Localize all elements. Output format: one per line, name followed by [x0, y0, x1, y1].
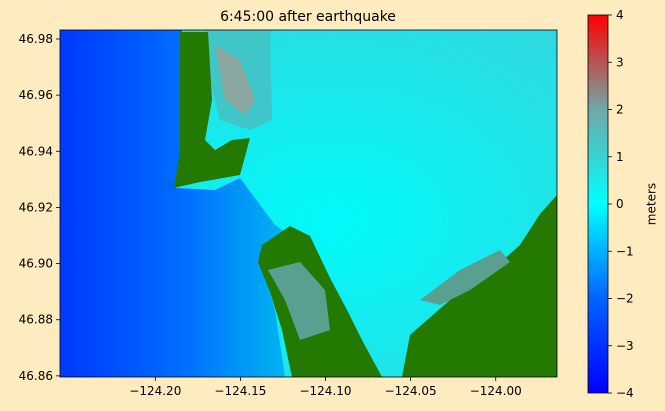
x-tick-label: −124.15 [214, 384, 266, 398]
colorbar-tick-label: −4 [616, 386, 634, 400]
tidal-flat [215, 45, 255, 115]
y-tick-label: 46.88 [19, 313, 53, 327]
y-tick-label: 46.90 [19, 257, 53, 271]
colorbar-label: meters [645, 183, 659, 225]
colorbar-tick-label: 3 [616, 55, 624, 69]
southeast-marsh [420, 250, 510, 305]
colorbar-tick-label: −1 [616, 244, 634, 258]
y-tick-label: 46.94 [19, 144, 53, 158]
ocean-water [60, 30, 290, 377]
colorbar-tick-label: 2 [616, 103, 624, 117]
plot-frame [59, 29, 558, 378]
north-land [174, 32, 250, 188]
field [60, 30, 557, 377]
colorbar-tick-label: 1 [616, 150, 624, 164]
y-tick-label: 46.98 [19, 32, 53, 46]
y-tick-label: 46.86 [19, 369, 53, 383]
x-tick-label: −124.05 [385, 384, 437, 398]
colorbar-tick-label: 0 [616, 197, 624, 211]
y-tick-label: 46.92 [19, 200, 53, 214]
colorbar-tick-label: 4 [616, 8, 624, 22]
colorbar-tick-label: −2 [616, 292, 634, 306]
southeast-land [402, 195, 557, 377]
x-tick-label: −124.10 [299, 384, 351, 398]
x-tick-label: −124.00 [470, 384, 522, 398]
y-tick-label: 46.96 [19, 88, 53, 102]
colorbar-tick-label: −3 [616, 339, 634, 353]
colorbar [587, 14, 609, 394]
south-marsh [268, 262, 330, 340]
chart-title: 6:45:00 after earthquake [220, 9, 396, 25]
x-tick-label: −124.20 [129, 384, 181, 398]
